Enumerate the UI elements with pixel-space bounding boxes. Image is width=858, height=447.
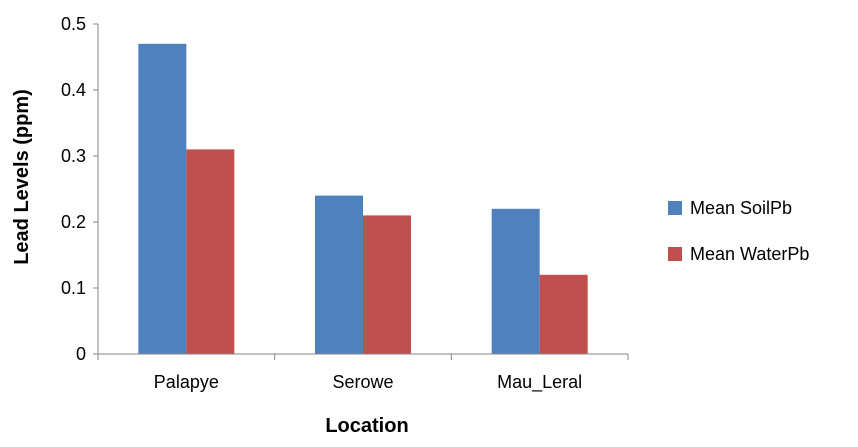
y-tick-label: 0.1 bbox=[61, 278, 86, 298]
y-tick-label: 0.3 bbox=[61, 146, 86, 166]
legend-label: Mean WaterPb bbox=[690, 244, 809, 264]
x-tick-label: Mau_Leral bbox=[497, 372, 582, 393]
y-tick-label: 0 bbox=[76, 344, 86, 364]
bars bbox=[138, 43, 588, 355]
x-axis-ticks: Palapye Serowe Mau_Leral bbox=[97, 354, 629, 393]
y-tick-label: 0.4 bbox=[61, 80, 86, 100]
bar-soilpb bbox=[491, 208, 540, 354]
bar-soilpb bbox=[315, 195, 363, 354]
bar-soilpb bbox=[138, 43, 187, 355]
bar-waterpb bbox=[186, 149, 235, 354]
bar-waterpb bbox=[363, 215, 411, 354]
legend: Mean SoilPb Mean WaterPb bbox=[668, 198, 809, 264]
x-tick-label: Palapye bbox=[154, 372, 219, 392]
legend-swatch bbox=[668, 247, 682, 261]
x-axis-title: Location bbox=[325, 415, 408, 437]
bar-waterpb bbox=[539, 274, 588, 354]
legend-swatch bbox=[668, 201, 682, 215]
y-axis-ticks: 0 0.1 0.2 0.3 0.4 0.5 bbox=[61, 14, 98, 364]
x-tick-label: Serowe bbox=[332, 372, 393, 392]
legend-label: Mean SoilPb bbox=[690, 198, 792, 218]
y-tick-label: 0.2 bbox=[61, 212, 86, 232]
y-tick-label: 0.5 bbox=[61, 14, 86, 34]
y-axis-title: Lead Levels (ppm) bbox=[11, 89, 33, 265]
